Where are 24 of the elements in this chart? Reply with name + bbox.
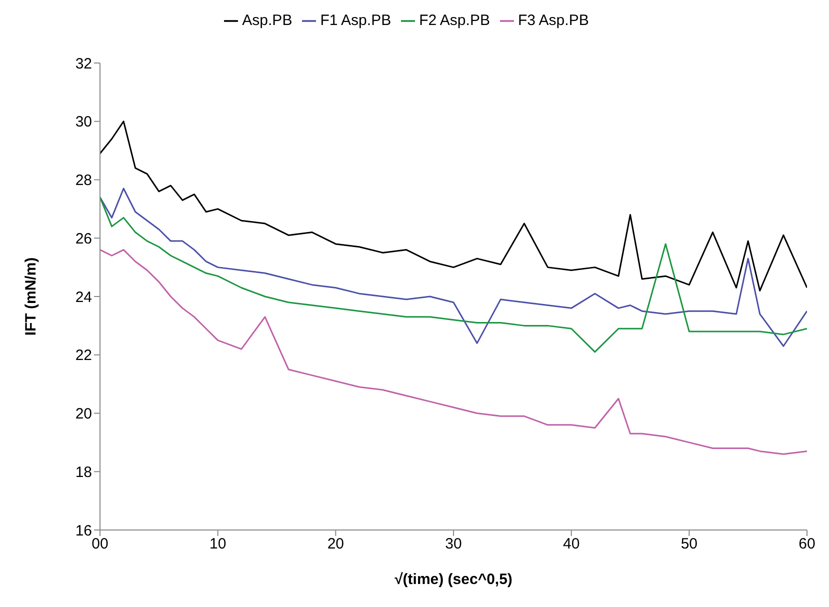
y-tick-label: 24: [75, 288, 92, 306]
x-tick-label: 00: [92, 536, 108, 553]
legend-label: F1 Asp.PB: [320, 12, 392, 29]
x-tick-label: 30: [445, 536, 462, 553]
y-tick-label: 28: [75, 172, 92, 190]
legend-label: F3 Asp.PB: [518, 12, 589, 29]
line-series: [100, 249, 807, 455]
y-tick-label: 32: [75, 55, 92, 72]
y-tick-label: 20: [75, 406, 92, 423]
x-tick-label: 60: [798, 536, 816, 553]
y-tick-label: 18: [75, 464, 92, 481]
x-axis-title: √(time) (sec^0,5): [394, 571, 512, 588]
y-tick-label: 22: [75, 347, 92, 364]
y-axis-title: IFT (mN/m): [22, 257, 40, 336]
legend-label: F2 Asp.PB: [419, 12, 490, 29]
x-tick-label: 50: [680, 536, 698, 553]
x-tick-label: 20: [327, 536, 344, 553]
line-series: [100, 120, 807, 292]
x-tick-label: 10: [209, 536, 226, 553]
legend-label: Asp.PB: [242, 12, 292, 29]
y-tick-label: 30: [75, 114, 92, 131]
x-tick-label: 40: [562, 536, 580, 553]
y-tick-label: 16: [75, 522, 92, 540]
y-tick-label: 26: [75, 230, 92, 248]
